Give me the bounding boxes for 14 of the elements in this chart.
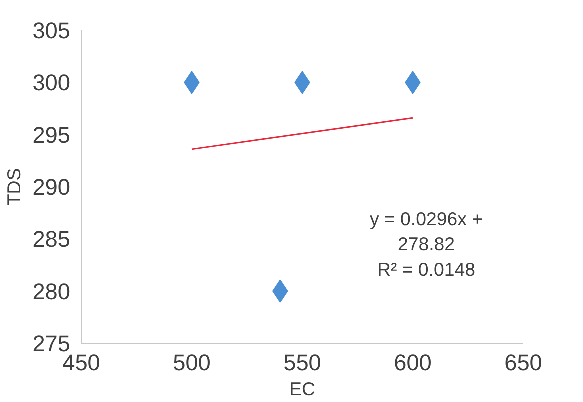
x-axis-title: EC — [290, 378, 316, 400]
y-tick-label: 280 — [32, 278, 71, 304]
x-tick-label: 650 — [504, 350, 542, 376]
y-tick-label: 290 — [32, 174, 71, 200]
y-tick-label: 275 — [32, 330, 71, 356]
x-tick-label: 500 — [173, 350, 211, 376]
y-tick-label: 285 — [32, 226, 71, 252]
y-tick-label: 295 — [32, 122, 71, 148]
y-axis-title: TDS — [4, 168, 25, 206]
x-tick-label: 600 — [394, 350, 432, 376]
y-tick-label: 305 — [32, 18, 71, 44]
x-tick-label: 550 — [284, 350, 322, 376]
y-tick-label: 300 — [32, 70, 71, 96]
annotation: y = 0.0296x + 278.82 R² = 0.0148 — [370, 208, 484, 280]
